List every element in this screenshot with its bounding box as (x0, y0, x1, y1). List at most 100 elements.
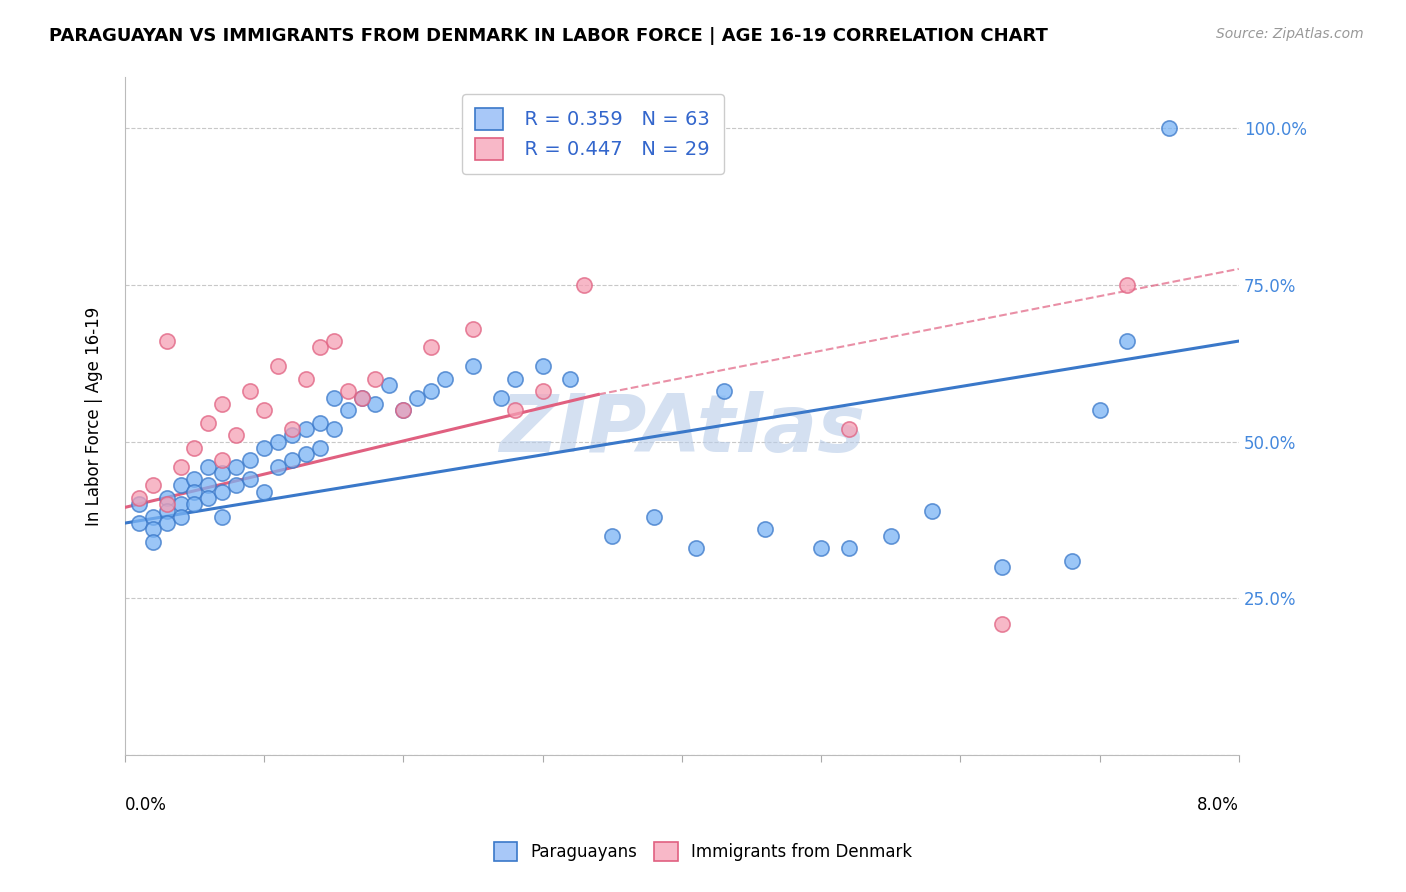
Point (281, 428, 304, 442)
Point (921, 503, 943, 517)
Point (281, 422, 304, 436)
Point (420, 340, 443, 354)
Point (685, 541, 707, 556)
Point (643, 509, 665, 524)
Point (267, 459, 290, 474)
Point (574, 277, 596, 292)
Text: Source: ZipAtlas.com: Source: ZipAtlas.com (1216, 27, 1364, 41)
Point (295, 422, 318, 436)
Point (1116, 334, 1139, 348)
Point (239, 384, 262, 399)
Point (155, 491, 177, 505)
Point (336, 403, 359, 417)
Point (142, 509, 165, 524)
Point (197, 478, 219, 492)
Point (183, 472, 205, 486)
Point (1116, 277, 1139, 292)
Point (225, 428, 247, 442)
Point (336, 384, 359, 399)
Point (879, 529, 901, 543)
Text: ZIPAtlas: ZIPAtlas (499, 391, 865, 469)
Point (991, 560, 1014, 574)
Text: PARAGUAYAN VS IMMIGRANTS FROM DENMARK IN LABOR FORCE | AGE 16-19 CORRELATION CHA: PARAGUAYAN VS IMMIGRANTS FROM DENMARK IN… (49, 27, 1047, 45)
Point (155, 503, 177, 517)
Point (461, 321, 484, 335)
Point (183, 441, 205, 455)
Text: 0.0%: 0.0% (125, 796, 167, 814)
Point (392, 403, 415, 417)
Point (281, 453, 304, 467)
Point (142, 535, 165, 549)
Point (392, 403, 415, 417)
Point (364, 397, 387, 411)
Point (225, 478, 247, 492)
Legend:   R = 0.359   N = 63,   R = 0.447   N = 29: R = 0.359 N = 63, R = 0.447 N = 29 (461, 94, 724, 174)
Point (378, 378, 401, 392)
Point (600, 529, 623, 543)
Point (322, 391, 344, 405)
Point (308, 340, 330, 354)
Point (197, 459, 219, 474)
Point (322, 422, 344, 436)
Point (295, 372, 318, 386)
Point (503, 403, 526, 417)
Point (197, 491, 219, 505)
Point (253, 403, 276, 417)
Point (531, 384, 554, 399)
Legend: Paraguayans, Immigrants from Denmark: Paraguayans, Immigrants from Denmark (488, 835, 918, 868)
Point (503, 372, 526, 386)
Point (434, 372, 457, 386)
Point (225, 459, 247, 474)
Point (267, 434, 290, 449)
Point (169, 459, 191, 474)
Point (253, 484, 276, 499)
Point (713, 384, 735, 399)
Point (267, 359, 290, 374)
Point (211, 397, 233, 411)
Point (155, 497, 177, 511)
Point (1060, 554, 1083, 568)
Point (211, 453, 233, 467)
Point (364, 372, 387, 386)
Point (1088, 403, 1111, 417)
Point (420, 384, 443, 399)
Point (142, 478, 165, 492)
Point (239, 472, 262, 486)
Point (128, 491, 150, 505)
Point (295, 447, 318, 461)
Point (128, 497, 150, 511)
Point (1159, 120, 1181, 135)
Point (489, 391, 512, 405)
Point (350, 391, 373, 405)
Point (183, 484, 205, 499)
Point (211, 466, 233, 480)
Point (169, 509, 191, 524)
Point (461, 359, 484, 374)
Point (308, 416, 330, 430)
Point (211, 484, 233, 499)
Point (169, 478, 191, 492)
Point (239, 453, 262, 467)
Point (350, 391, 373, 405)
Point (531, 359, 554, 374)
Point (211, 509, 233, 524)
Point (169, 497, 191, 511)
Point (810, 541, 832, 556)
Point (183, 497, 205, 511)
Point (754, 522, 776, 536)
Text: 8.0%: 8.0% (1197, 796, 1239, 814)
Point (991, 616, 1014, 631)
Point (155, 516, 177, 530)
Y-axis label: In Labor Force | Age 16-19: In Labor Force | Age 16-19 (86, 307, 103, 526)
Point (406, 391, 429, 405)
Point (838, 422, 860, 436)
Point (322, 334, 344, 348)
Point (308, 441, 330, 455)
Point (560, 372, 582, 386)
Point (128, 516, 150, 530)
Point (142, 522, 165, 536)
Point (838, 541, 860, 556)
Point (197, 416, 219, 430)
Point (155, 334, 177, 348)
Point (253, 441, 276, 455)
